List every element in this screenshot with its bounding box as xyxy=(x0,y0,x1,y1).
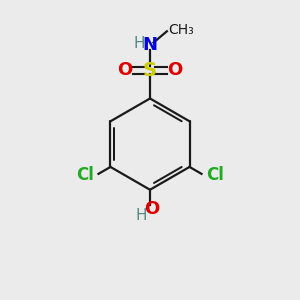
Text: H: H xyxy=(135,208,147,223)
Text: Cl: Cl xyxy=(76,166,94,184)
Text: O: O xyxy=(167,61,183,80)
Text: N: N xyxy=(142,37,158,55)
Text: H: H xyxy=(133,36,145,51)
Text: S: S xyxy=(143,61,157,80)
Text: CH₃: CH₃ xyxy=(168,23,194,37)
Text: Cl: Cl xyxy=(206,166,224,184)
Text: O: O xyxy=(117,61,133,80)
Text: O: O xyxy=(144,200,159,218)
